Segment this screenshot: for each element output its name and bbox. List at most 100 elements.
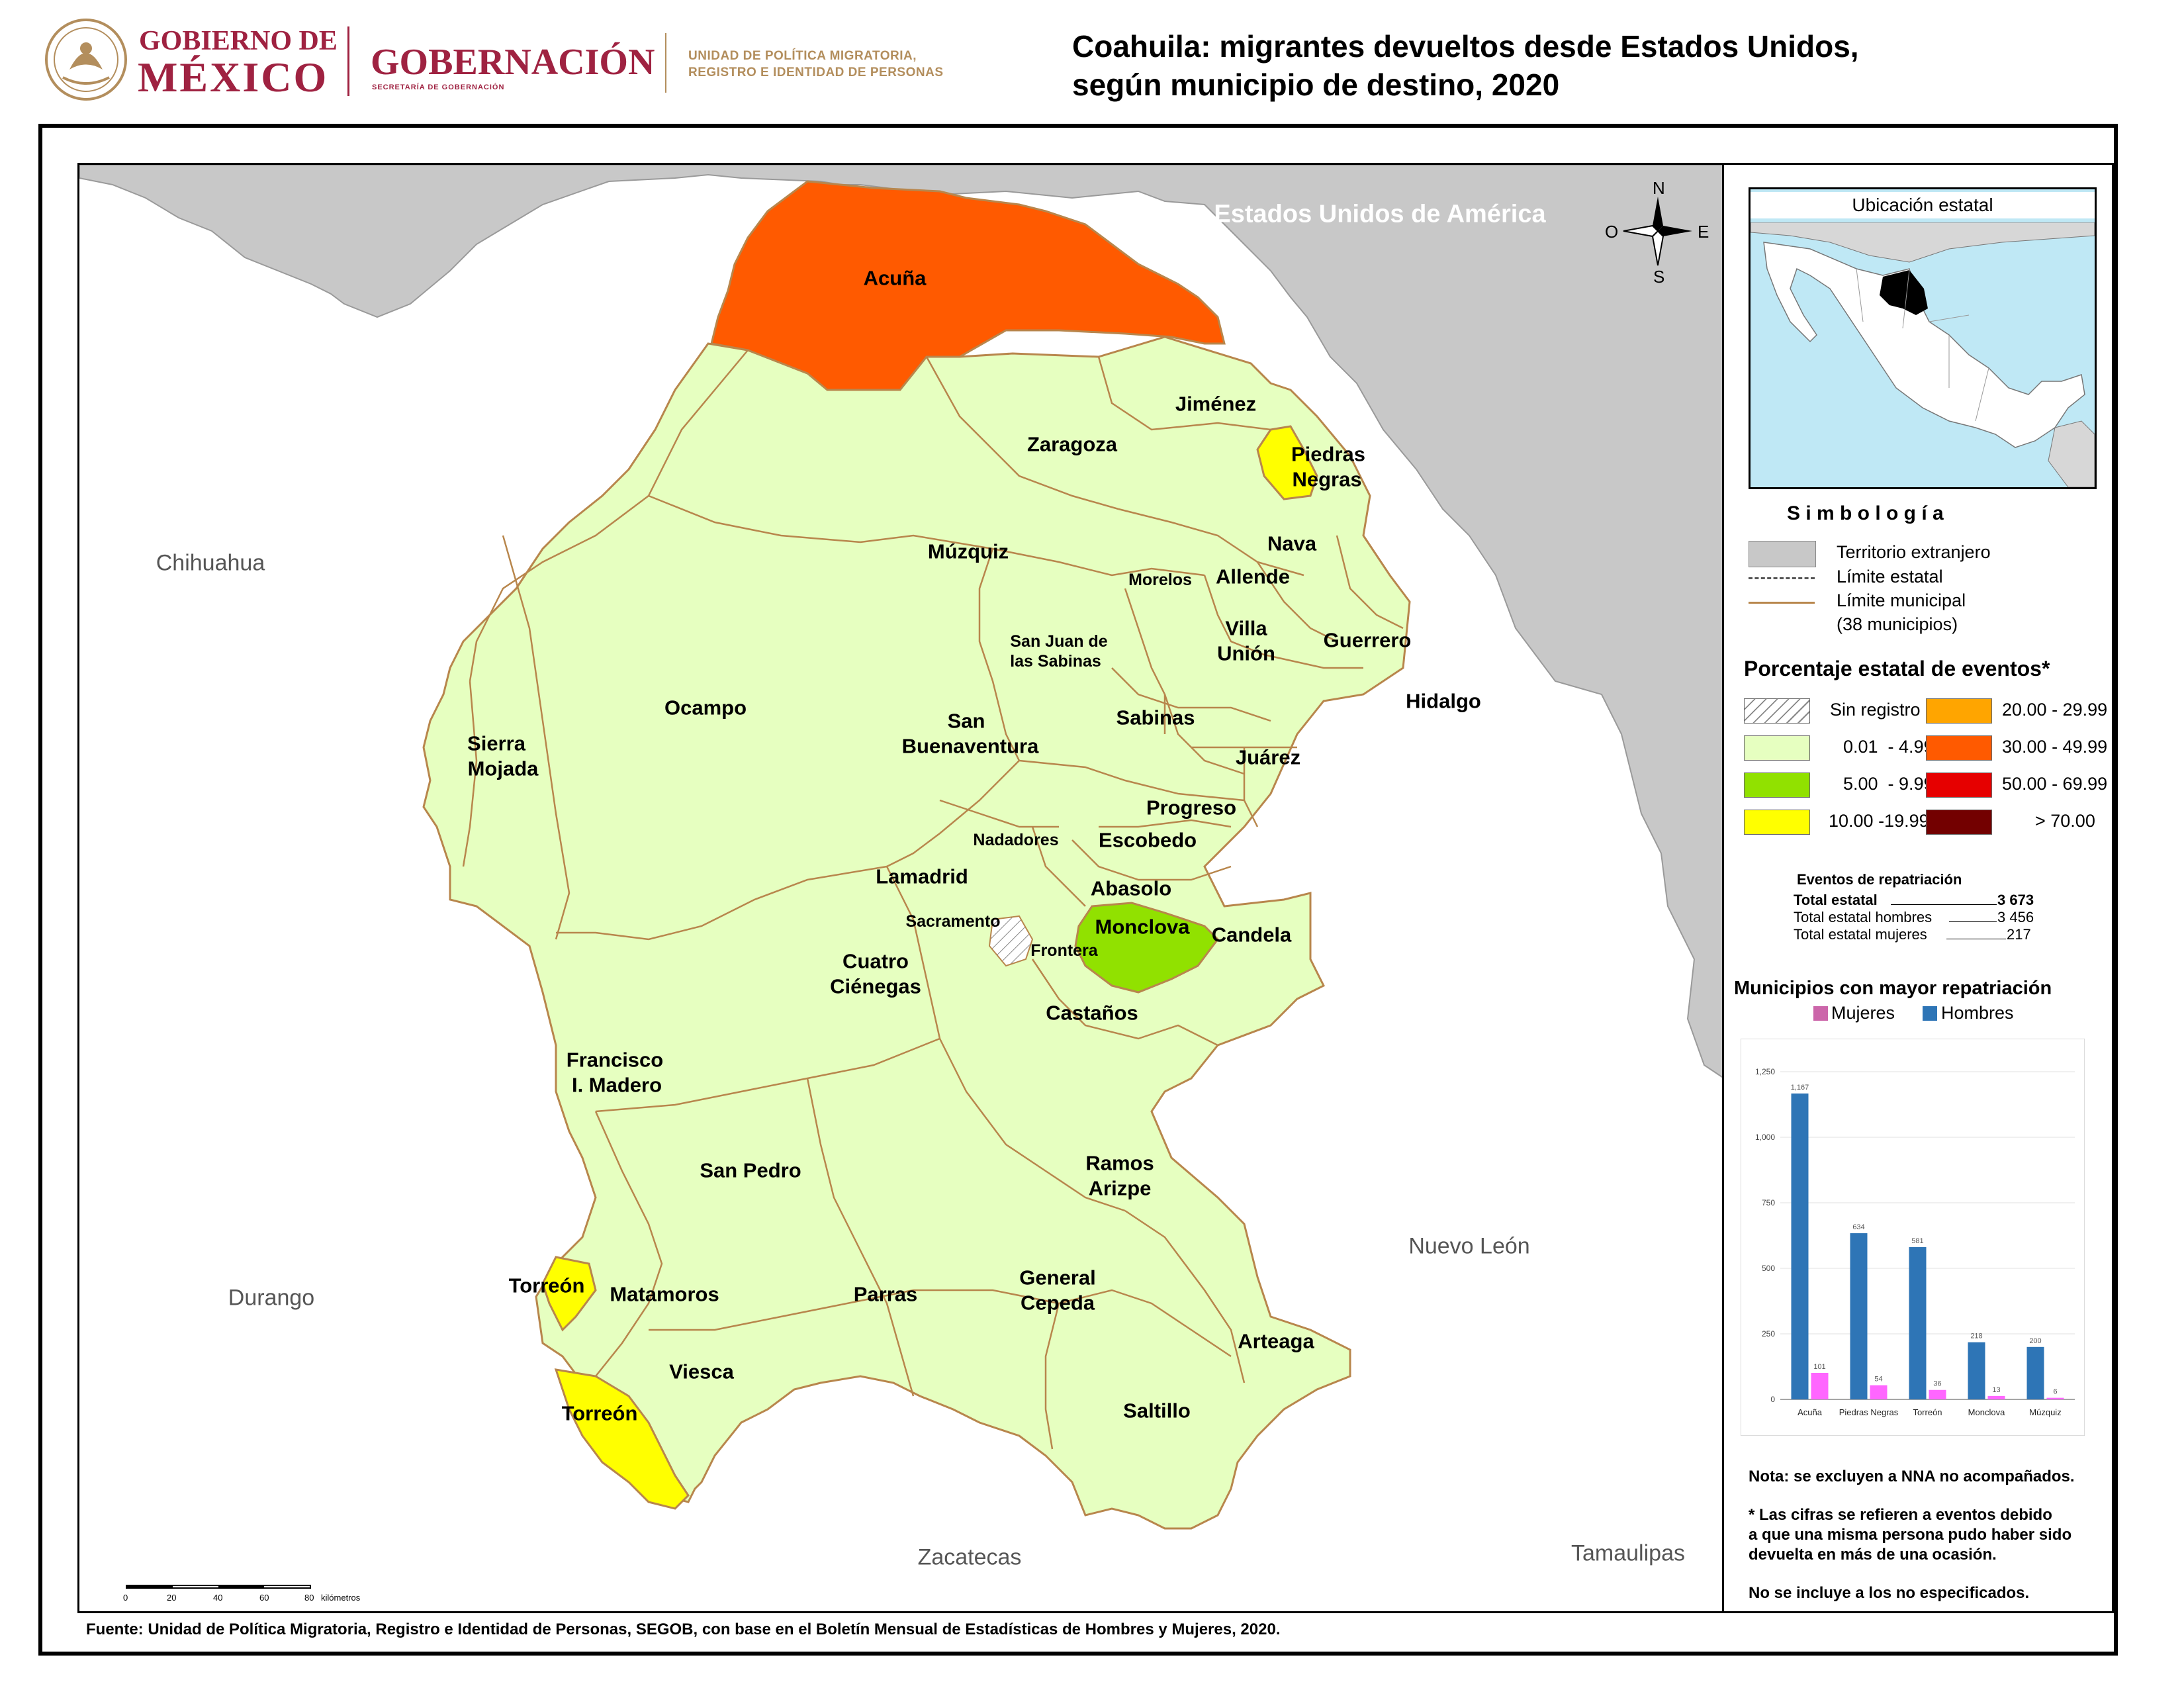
label-juarez: Juárez (1235, 745, 1301, 769)
unidad-line2: REGISTRO E IDENTIDAD DE PERSONAS (688, 66, 944, 79)
bar-hombres (1968, 1342, 1985, 1399)
stat-total-line (1891, 904, 1997, 905)
header-divider-2 (665, 33, 666, 93)
chart-legend-hombres: Hombres (1941, 1003, 2014, 1023)
label-frontera: Frontera (1030, 941, 1098, 960)
usa-territory (79, 165, 1724, 1080)
chart-ytick-label: 0 (1770, 1395, 1775, 1404)
swatch-0-4 (1744, 735, 1810, 761)
compass-o: O (1605, 222, 1619, 242)
chart-ytick-label: 250 (1762, 1329, 1775, 1338)
label-ramos-arizpe-1: Ramos (1085, 1151, 1154, 1175)
header-divider (347, 26, 349, 96)
label-ramos-arizpe-2: Arizpe (1088, 1176, 1152, 1200)
label-escobedo: Escobedo (1098, 828, 1197, 852)
label-san-buenaventura-1: San (947, 709, 985, 733)
bar-mujeres (1811, 1373, 1829, 1399)
label-nava: Nava (1267, 532, 1317, 555)
class-label-6: 10.00 -19.99 (1829, 811, 1929, 831)
bar-mujeres (2046, 1397, 2064, 1399)
chart-legend-mujeres: Mujeres (1831, 1003, 1895, 1023)
bar-label-mujeres: 13 (1992, 1386, 2000, 1394)
swatch-30-49 (1926, 735, 1992, 761)
municipal-borders (462, 350, 1404, 1450)
label-cuatro-cienegas-2: Ciénegas (830, 974, 921, 998)
class-label-4: 5.00 - 9.99 (1843, 774, 1934, 794)
label-villa-union-1: Villa (1225, 616, 1267, 640)
label-viesca: Viesca (669, 1360, 734, 1383)
stat-total-value: 3 673 (1997, 892, 2034, 908)
torreon-region-north (541, 1256, 597, 1332)
note-1: Nota: se excluyen a NNA no acompañados. (1749, 1468, 2075, 1485)
bar-label-hombres: 1,167 (1791, 1084, 1809, 1092)
note-2c: devuelta en más de una ocasión. (1749, 1546, 1997, 1564)
bar-mujeres (1929, 1389, 1946, 1399)
compass-rose: N S E O (1605, 178, 1711, 287)
stat-mujeres-value: 217 (2007, 926, 2031, 943)
note-2a: * Las cifras se refieren a eventos debid… (1749, 1506, 2052, 1524)
unidad-line1: UNIDAD DE POLÍTICA MIGRATORIA, (688, 49, 917, 63)
label-sierra-mojada-2: Mojada (467, 757, 539, 780)
gobernacion-label: GOBERNACIÓN (371, 42, 655, 83)
scale-tick-60: 60 (259, 1593, 269, 1603)
label-villa-union-2: Unión (1217, 641, 1275, 665)
gobernacion-sub: SECRETARÍA DE GOBERNACIÓN (372, 83, 505, 91)
legend-municipal-count: (38 municipios) (1837, 614, 1958, 634)
class-label-1: 20.00 - 29.99 (2002, 700, 2108, 720)
swatch-sin-registro (1744, 698, 1810, 724)
durango-label: Durango (228, 1285, 315, 1311)
bar-label-hombres: 218 (1970, 1333, 1982, 1340)
chart-category-label: Piedras Negras (1839, 1407, 1899, 1417)
gob-line2: MÉXICO (138, 54, 329, 101)
chart-category-label: Acuña (1797, 1407, 1823, 1417)
legend-state-label: Límite estatal (1837, 567, 1943, 586)
label-candela: Candela (1211, 923, 1292, 947)
usa-label: Estados Unidos de América (1214, 200, 1546, 228)
bar-label-mujeres: 6 (2053, 1388, 2057, 1396)
scale-unit: kilómetros (321, 1593, 361, 1603)
label-san-juan-2: las Sabinas (1010, 652, 1101, 671)
eagle-seal-icon (45, 19, 127, 101)
swatch-5-9 (1744, 773, 1810, 798)
compass-n: N (1653, 178, 1665, 198)
swatch-50-69 (1926, 773, 1992, 798)
chart-ytick-label: 1,000 (1755, 1133, 1775, 1142)
class-label-5: 50.00 - 69.99 (2002, 774, 2108, 794)
note-3: No se incluye a los no especificados. (1749, 1584, 2030, 1602)
label-san-juan-1: San Juan de (1010, 632, 1108, 651)
bar-label-mujeres: 54 (1874, 1376, 1882, 1383)
label-castanos: Castaños (1046, 1001, 1138, 1025)
bar-label-mujeres: 101 (1813, 1363, 1825, 1371)
stats-title: Eventos de repatriación (1797, 871, 1962, 888)
legend-foreign-swatch (1749, 541, 1816, 567)
footer-source: Fuente: Unidad de Política Migratoria, R… (86, 1620, 1281, 1638)
bar-label-hombres: 200 (2029, 1337, 2041, 1345)
label-arteaga: Arteaga (1238, 1329, 1314, 1353)
stat-mujeres-label: Total estatal mujeres (1794, 926, 1927, 943)
legend-municipal-label: Límite municipal (1837, 590, 1966, 610)
mexico-inset-icon (1751, 222, 2095, 487)
class-label-0: Sin registro (1830, 700, 1921, 720)
scale-tick-0: 0 (123, 1593, 128, 1603)
label-allende: Allende (1216, 565, 1290, 588)
stat-hombres-label: Total estatal hombres (1794, 909, 1933, 925)
zacatecas-label: Zacatecas (917, 1544, 1022, 1570)
piedras-negras-region (1256, 425, 1318, 500)
bar-hombres (2026, 1346, 2044, 1399)
label-francisco-madero-1: Francisco (566, 1048, 664, 1072)
compass-icon (1623, 197, 1692, 266)
inset-map: Ubicación estatal (1749, 187, 2097, 489)
label-progreso: Progreso (1146, 796, 1237, 820)
label-torreon-a: Torreón (508, 1274, 585, 1297)
swatch-70 (1926, 810, 1992, 835)
chart-category-label: Monclova (1968, 1407, 2005, 1417)
label-acuna: Acuña (863, 266, 927, 290)
bar-hombres (1791, 1093, 1809, 1399)
chihuahua-label: Chihuahua (156, 550, 265, 576)
label-zaragoza: Zaragoza (1026, 432, 1118, 456)
sacramento-region (988, 915, 1034, 967)
label-matamoros: Matamoros (610, 1282, 719, 1306)
chart-legend-hombres-swatch (1923, 1006, 1937, 1021)
scale-line (126, 1585, 311, 1589)
label-muzquiz: Múzquiz (927, 539, 1009, 563)
